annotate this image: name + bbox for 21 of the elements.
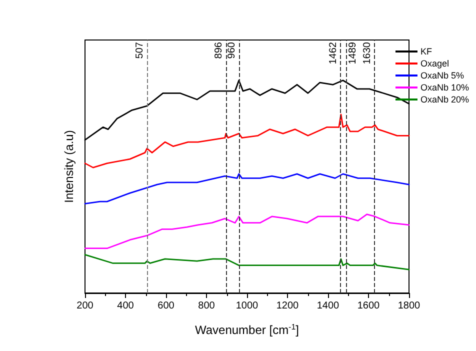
legend-label: Oxagel <box>420 58 450 68</box>
x-tick-label: 800 <box>198 300 216 312</box>
x-tick-label: 400 <box>117 300 134 312</box>
x-tick-label: 1400 <box>316 300 340 312</box>
ref-line-label: 960 <box>226 42 238 59</box>
legend-label: OxaNb 10% <box>420 82 470 92</box>
ref-line-label: 896 <box>213 42 224 59</box>
x-tick-label: 1600 <box>357 300 380 312</box>
x-tick-label: 600 <box>158 300 175 312</box>
ref-line-label: 1630 <box>362 42 374 64</box>
x-tick-label: 1800 <box>398 300 421 312</box>
x-tick-label: 1000 <box>236 300 259 312</box>
x-tick-label: 1200 <box>276 300 300 312</box>
legend-label: OxaNb 5% <box>420 70 464 80</box>
ref-line-label: 1462 <box>328 42 340 64</box>
ref-line-label: 507 <box>134 42 146 59</box>
ref-line-label: 1489 <box>348 42 359 64</box>
x-tick-label: 200 <box>76 300 94 312</box>
legend-label: OxaNb 20% <box>420 94 470 104</box>
legend-label: KF <box>420 46 432 56</box>
y-axis-title: Intensity (a.u) <box>62 130 76 203</box>
